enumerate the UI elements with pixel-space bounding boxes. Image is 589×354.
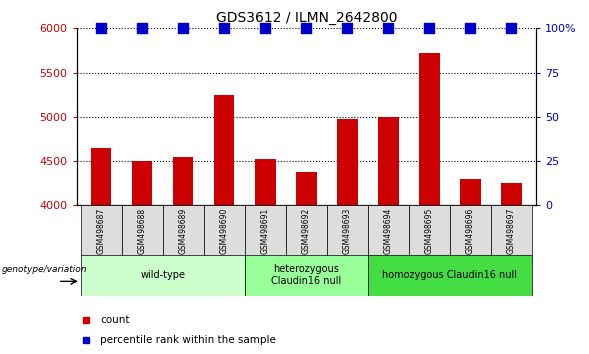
Bar — [378, 117, 399, 205]
Text: GSM498688: GSM498688 — [138, 208, 147, 254]
Text: wild-type: wild-type — [140, 270, 185, 280]
Text: GSM498693: GSM498693 — [343, 208, 352, 254]
Point — [178, 25, 188, 31]
Bar — [81, 255, 245, 296]
Point — [137, 25, 147, 31]
Bar — [91, 148, 111, 205]
Bar — [419, 53, 439, 205]
Point — [507, 25, 516, 31]
Bar — [132, 161, 153, 205]
Text: GSM498695: GSM498695 — [425, 208, 434, 254]
Bar — [491, 205, 532, 257]
Bar — [122, 205, 163, 257]
Text: GSM498694: GSM498694 — [384, 208, 393, 254]
Bar — [81, 205, 122, 257]
Text: GSM498692: GSM498692 — [302, 208, 311, 254]
Text: GSM498690: GSM498690 — [220, 208, 229, 254]
Text: GSM498687: GSM498687 — [97, 208, 105, 254]
Bar — [501, 183, 522, 205]
Text: homozygous Claudin16 null: homozygous Claudin16 null — [382, 270, 517, 280]
Bar — [204, 205, 245, 257]
Point — [466, 25, 475, 31]
Bar — [337, 119, 358, 205]
Point — [97, 25, 106, 31]
Bar — [296, 172, 316, 205]
Title: GDS3612 / ILMN_2642800: GDS3612 / ILMN_2642800 — [216, 11, 397, 24]
Point — [302, 25, 311, 31]
Bar — [368, 255, 532, 296]
Text: heterozygous
Claudin16 null: heterozygous Claudin16 null — [271, 264, 342, 286]
Point — [383, 25, 393, 31]
Point — [260, 25, 270, 31]
Bar — [450, 205, 491, 257]
Bar — [245, 205, 286, 257]
Bar — [286, 205, 327, 257]
Text: percentile rank within the sample: percentile rank within the sample — [100, 335, 276, 345]
Bar — [245, 255, 368, 296]
Text: GSM498691: GSM498691 — [261, 208, 270, 254]
Bar — [368, 205, 409, 257]
Bar — [255, 159, 276, 205]
Bar — [327, 205, 368, 257]
Point — [220, 25, 229, 31]
Text: genotype/variation: genotype/variation — [2, 265, 87, 274]
Text: count: count — [100, 315, 130, 325]
Bar — [460, 179, 481, 205]
Bar — [214, 95, 234, 205]
Bar — [409, 205, 450, 257]
Bar — [163, 205, 204, 257]
Point — [425, 25, 434, 31]
Text: GSM498697: GSM498697 — [507, 208, 516, 254]
Point — [343, 25, 352, 31]
Bar — [173, 156, 193, 205]
Text: GSM498689: GSM498689 — [178, 208, 188, 254]
Text: GSM498696: GSM498696 — [466, 208, 475, 254]
